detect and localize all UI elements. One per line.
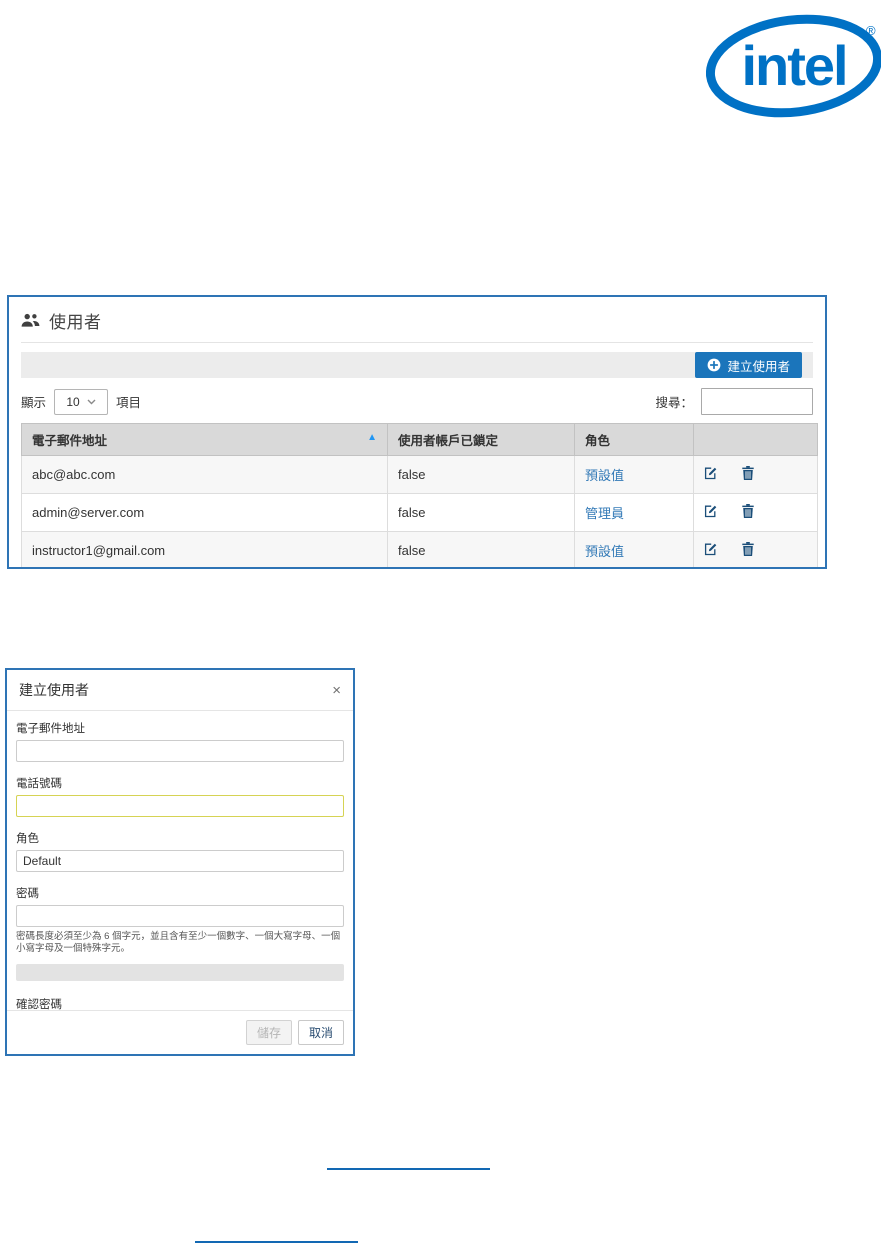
chevron-down-icon	[87, 399, 96, 404]
column-header-email[interactable]: 電子郵件地址 ▲	[21, 423, 388, 456]
users-panel-header: 使用者	[9, 297, 825, 342]
column-header-role[interactable]: 角色	[574, 423, 694, 456]
email-cell: instructor1@gmail.com	[21, 531, 388, 567]
table-toolbar: 建立使用者	[21, 352, 813, 378]
modal-body: 電子郵件地址 電話號碼 角色 密碼 密碼長度必須至少為 6 個字元，並且含有至少…	[7, 711, 353, 1010]
show-label: 顯示	[21, 396, 47, 410]
search-control: 搜尋：	[655, 388, 813, 415]
role-link[interactable]: 預設值	[585, 468, 625, 483]
phone-field[interactable]	[16, 795, 344, 817]
table-row: instructor1@gmail.com false 預設值	[21, 531, 818, 567]
table-controls: 顯示 10 項目 搜尋：	[21, 388, 813, 415]
confirm-password-field-label: 確認密碼	[16, 998, 62, 1010]
table-header-row: 電子郵件地址 ▲ 使用者帳戶已鎖定 角色	[21, 423, 818, 456]
column-header-locked[interactable]: 使用者帳戶已鎖定	[387, 423, 575, 456]
confirm-password-field-group: 確認密碼	[16, 996, 344, 1010]
password-hint: 密碼長度必須至少為 6 個字元，並且含有至少一個數字、一個大寫字母、一個小寫字母…	[16, 931, 341, 954]
password-field-group: 密碼 密碼長度必須至少為 6 個字元，並且含有至少一個數字、一個大寫字母、一個小…	[16, 885, 344, 955]
role-field[interactable]	[16, 850, 344, 872]
modal-footer: 儲存 取消	[7, 1010, 353, 1054]
phone-field-label: 電話號碼	[16, 778, 62, 790]
column-header-actions	[693, 423, 818, 456]
password-strength-bar	[16, 963, 344, 981]
search-input[interactable]	[701, 388, 813, 415]
page-size-control: 顯示 10 項目	[21, 388, 142, 415]
modal-title: 建立使用者	[19, 682, 89, 698]
edit-icon[interactable]	[704, 466, 718, 483]
search-label: 搜尋：	[655, 396, 693, 410]
email-cell: abc@abc.com	[21, 455, 388, 494]
users-table: 電子郵件地址 ▲ 使用者帳戶已鎖定 角色 abc@abc.com false 預…	[21, 423, 818, 567]
email-field-label: 電子郵件地址	[16, 723, 85, 735]
phone-field-group: 電話號碼	[16, 775, 344, 817]
title-divider	[21, 342, 813, 343]
entries-label: 項目	[116, 396, 142, 410]
email-cell: admin@server.com	[21, 493, 388, 532]
locked-cell: false	[387, 493, 575, 532]
plus-circle-icon	[708, 358, 721, 372]
email-field[interactable]	[16, 740, 344, 762]
email-field-group: 電子郵件地址	[16, 720, 344, 762]
delete-icon[interactable]	[741, 542, 754, 559]
password-field-label: 密碼	[16, 888, 39, 900]
locked-cell: false	[387, 531, 575, 567]
role-field-group: 角色	[16, 830, 344, 872]
users-panel: 使用者 建立使用者 顯示 10 項目 搜尋：	[7, 295, 827, 569]
registered-mark: ®	[866, 23, 876, 38]
intel-logo: intel ®	[705, 8, 883, 128]
locked-cell: false	[387, 455, 575, 494]
delete-icon[interactable]	[741, 466, 754, 483]
intel-logo-swoosh-icon: intel ®	[705, 14, 883, 118]
page-title: 使用者	[49, 313, 102, 332]
delete-icon[interactable]	[741, 504, 754, 521]
role-link[interactable]: 預設值	[585, 544, 625, 559]
intel-logo-text: intel	[741, 34, 846, 97]
page-size-select[interactable]: 10	[54, 388, 109, 415]
role-field-label: 角色	[16, 833, 39, 845]
sort-asc-icon: ▲	[367, 432, 377, 443]
hyperlink-underline[interactable]	[195, 1241, 358, 1243]
modal-header-divider	[7, 710, 353, 711]
column-header-email-label: 電子郵件地址	[32, 434, 108, 448]
edit-icon[interactable]	[704, 504, 718, 521]
users-icon	[21, 313, 40, 327]
close-icon[interactable]: ×	[332, 681, 341, 699]
create-user-modal: 建立使用者 × 電子郵件地址 電話號碼 角色 密碼 密碼長度必須至少為 6 個字…	[5, 668, 355, 1056]
edit-icon[interactable]	[704, 542, 718, 559]
page-size-value: 10	[66, 394, 80, 409]
create-user-button[interactable]: 建立使用者	[695, 352, 802, 378]
save-button[interactable]: 儲存	[245, 1020, 292, 1045]
table-row: abc@abc.com false 預設值	[21, 455, 818, 494]
hyperlink-underline[interactable]	[327, 1168, 490, 1170]
role-link[interactable]: 管理員	[585, 506, 625, 521]
cancel-button[interactable]: 取消	[297, 1020, 344, 1045]
password-field[interactable]	[16, 905, 344, 927]
create-user-button-label: 建立使用者	[727, 359, 790, 374]
table-row: admin@server.com false 管理員	[21, 493, 818, 532]
modal-header: 建立使用者 ×	[7, 670, 353, 710]
